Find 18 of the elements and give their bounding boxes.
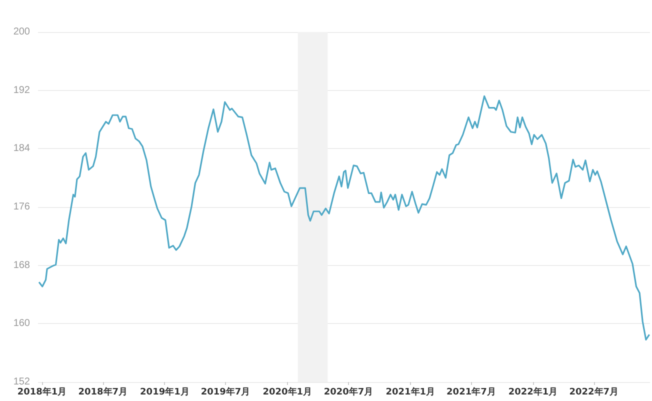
x-tick-label: 2019年1月 — [140, 386, 190, 398]
y-tick-label: 184 — [13, 143, 30, 154]
x-tick-label: 2020年1月 — [262, 386, 312, 398]
x-tick-label: 2021年1月 — [386, 386, 436, 398]
x-tick-label: 2020年7月 — [324, 386, 374, 398]
y-tick-label: 176 — [13, 202, 30, 212]
y-tick-label: 160 — [13, 318, 30, 330]
y-tick-label: 152 — [13, 376, 30, 388]
y-tick-label: 168 — [13, 260, 30, 271]
x-tick-label: 2022年7月 — [569, 386, 619, 398]
x-tick-label: 2018年1月 — [17, 386, 67, 398]
line-series — [38, 95, 650, 341]
x-tick-label: 2018年7月 — [78, 386, 128, 398]
y-tick-label: 192 — [13, 84, 30, 96]
y-tick-label: 200 — [13, 26, 30, 38]
x-tick-label: 2022年1月 — [508, 386, 558, 398]
x-tick-label: 2019年7月 — [200, 386, 250, 398]
x-tick-label: 2021年7月 — [446, 386, 496, 398]
